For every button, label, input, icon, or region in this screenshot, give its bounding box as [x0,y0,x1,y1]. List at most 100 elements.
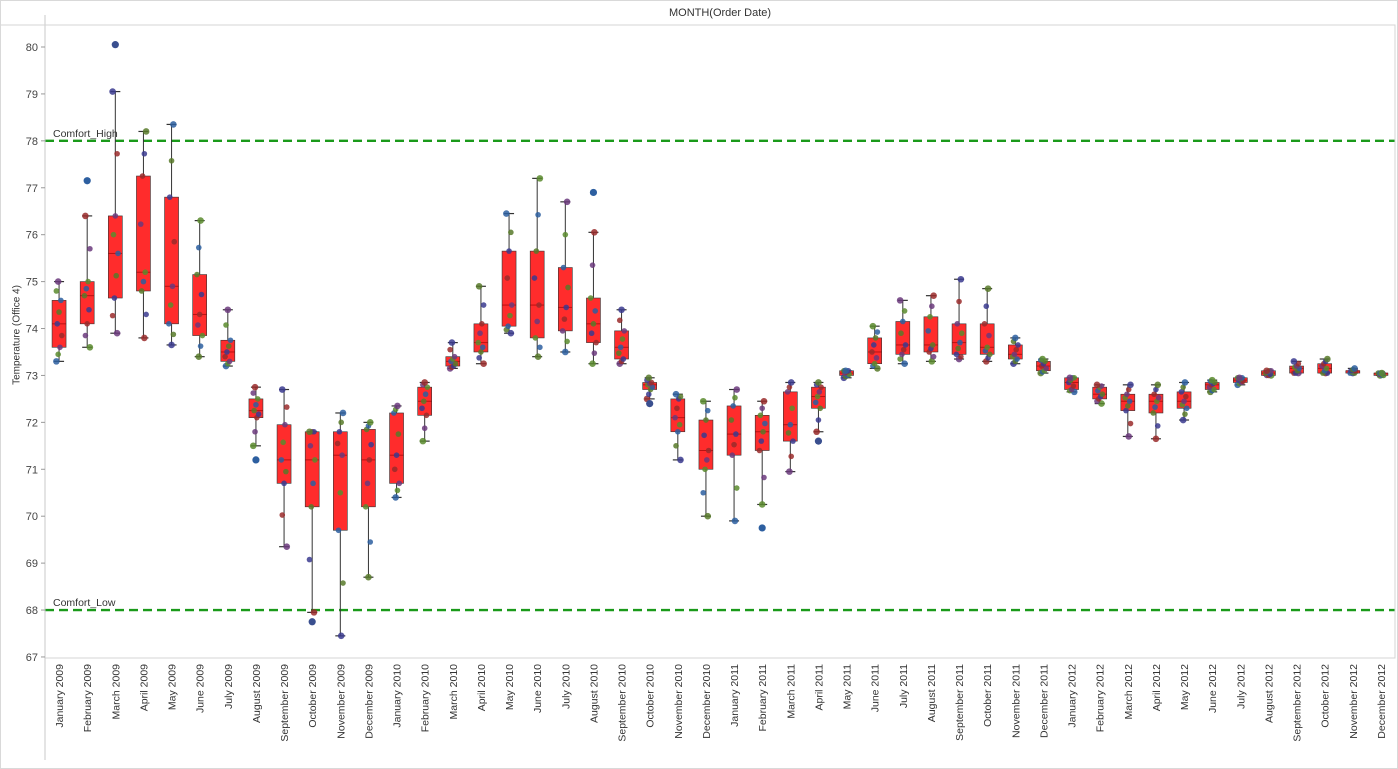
data-point [1268,367,1274,374]
data-point [534,318,540,325]
x-tick-label: December 2010 [701,664,713,739]
y-tick-label: 77 [26,183,38,195]
data-point [252,428,258,435]
data-point [503,210,510,217]
data-point [1127,381,1134,389]
data-point [1127,420,1134,427]
data-point [677,456,684,464]
data-point [869,349,875,355]
data-point [958,330,965,337]
data-point [84,321,90,327]
data-point [1071,374,1078,381]
data-point [171,238,178,245]
data-point [900,318,906,325]
data-point [756,447,763,454]
data-point [222,353,228,360]
data-point [167,302,174,308]
data-point [812,399,819,406]
data-point [590,321,597,327]
x-tick-label: March 2009 [110,664,122,720]
data-point [1181,379,1189,386]
data-point [672,414,678,421]
data-point [534,353,542,360]
x-axis-labels: January 2009 February 2009 March 2009 April… [54,664,1388,742]
data-point [983,303,990,310]
data-point [1211,386,1217,393]
data-point [391,466,398,473]
data-point [421,379,428,386]
data-point [786,384,793,390]
y-tick-label: 70 [26,511,38,523]
data-point [194,271,200,278]
data-point [312,457,318,463]
data-point [645,391,652,398]
data-point [591,350,598,356]
x-tick-label: March 2010 [448,664,460,720]
data-point [367,539,374,545]
data-point [896,297,904,304]
data-point [195,244,202,251]
data-point [701,432,707,439]
data-point [87,245,93,252]
data-point [419,405,425,412]
data-point [702,466,708,473]
data-point [394,402,401,410]
x-tick-label: August 2011 [926,664,938,722]
x-tick-label: October 2010 [645,664,657,728]
data-point [730,403,736,409]
data-point [815,379,822,386]
data-point [621,328,628,334]
data-point [142,128,150,135]
y-tick-label: 79 [26,89,38,101]
data-point [338,419,345,426]
data-point [1039,355,1046,363]
data-point [790,438,796,444]
data-point [981,321,988,327]
data-point [280,439,286,446]
data-point [310,609,318,616]
data-point [392,494,399,501]
data-point [311,428,317,435]
data-point [758,438,765,444]
x-tick-label: June 2012 [1207,664,1219,713]
box-iqr [304,431,320,508]
x-tick-label: July 2009 [223,664,235,709]
x-tick-label: May 2011 [842,664,854,709]
data-point [224,349,230,355]
data-point [86,306,92,313]
x-tick-label: October 2009 [307,664,319,728]
data-point [283,468,289,475]
data-point [166,194,173,200]
data-point [874,365,881,372]
data-point [1178,389,1185,395]
data-point [479,321,485,327]
data-point [674,405,680,412]
data-point [953,351,960,358]
data-point [537,344,543,351]
x-tick-label: September 2009 [279,664,291,742]
data-point [1182,411,1188,417]
data-point [504,275,511,281]
x-tick-label: July 2012 [1235,664,1247,709]
data-point [616,350,622,356]
data-point [785,430,792,436]
x-tick-label: July 2010 [560,664,572,709]
outlier-point [111,41,119,49]
data-point [1123,407,1129,414]
data-point [1180,384,1186,390]
data-point [505,323,511,329]
data-point [705,447,712,454]
x-tick-label: April 2010 [476,664,488,711]
data-point [872,335,879,341]
data-point [362,504,369,510]
data-point [733,386,741,393]
data-point [1066,374,1074,382]
data-point [339,409,347,417]
y-tick-label: 73 [26,370,38,382]
data-point [139,173,146,179]
data-point [1093,381,1101,389]
data-point [587,295,594,301]
y-tick-label: 80 [26,42,38,54]
data-point [759,405,765,412]
data-point [55,351,61,358]
